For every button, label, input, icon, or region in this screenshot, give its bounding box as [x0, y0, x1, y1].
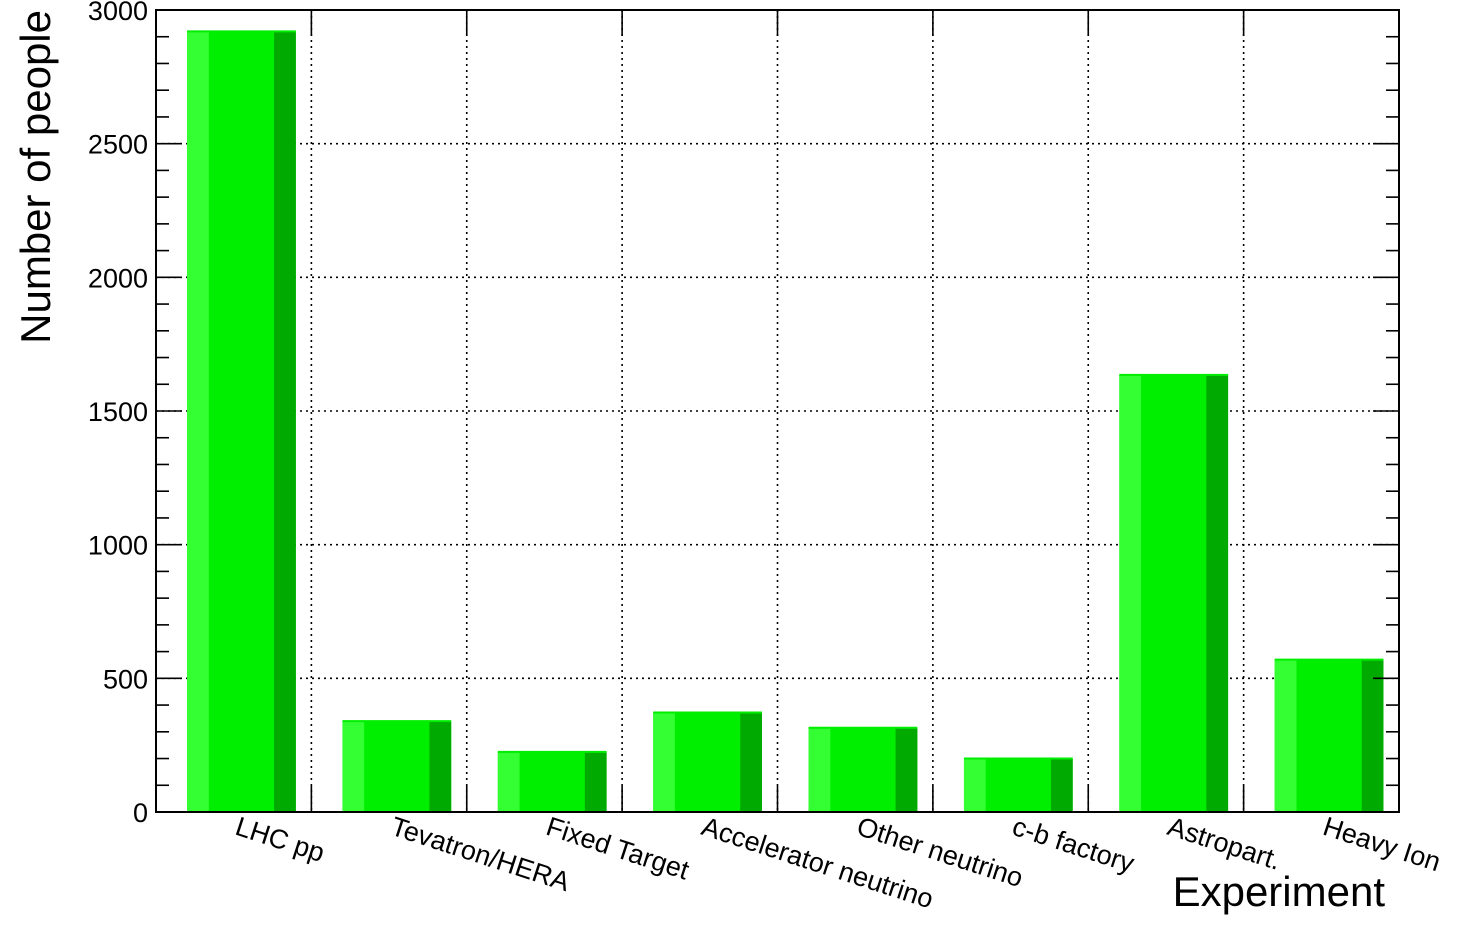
x-tick-label: Tevatron/HERA: [387, 811, 573, 897]
bar: [187, 30, 296, 813]
y-tick-label: 0: [133, 798, 148, 828]
bar: [1119, 373, 1229, 812]
x-tick-label: c-b factory: [1009, 811, 1139, 879]
y-tick-label: 1000: [88, 531, 148, 561]
grid-lines: [156, 10, 1399, 812]
bar: [342, 720, 452, 812]
bar: [808, 726, 918, 812]
bar: [653, 711, 762, 812]
x-tick-label: LHC pp: [232, 811, 328, 868]
y-tick-labels: 0 500 1000 1500 2000 2500 3000: [88, 0, 148, 828]
bars: [187, 30, 1384, 813]
y-tick-label: 2500: [88, 130, 148, 160]
x-axis-title: Experiment: [1173, 868, 1386, 915]
plot-frame: [155, 9, 1400, 813]
bar: [497, 750, 607, 812]
y-tick-label: 2000: [88, 263, 148, 293]
y-tick-label: 500: [103, 664, 148, 694]
y-axis-title: Number of people: [12, 10, 59, 344]
x-tick-label: Astropart.: [1164, 811, 1285, 876]
bar: [1274, 658, 1384, 812]
y-tick-label: 3000: [88, 0, 148, 26]
bar: [963, 757, 1073, 812]
y-tick-label: 1500: [88, 397, 148, 427]
